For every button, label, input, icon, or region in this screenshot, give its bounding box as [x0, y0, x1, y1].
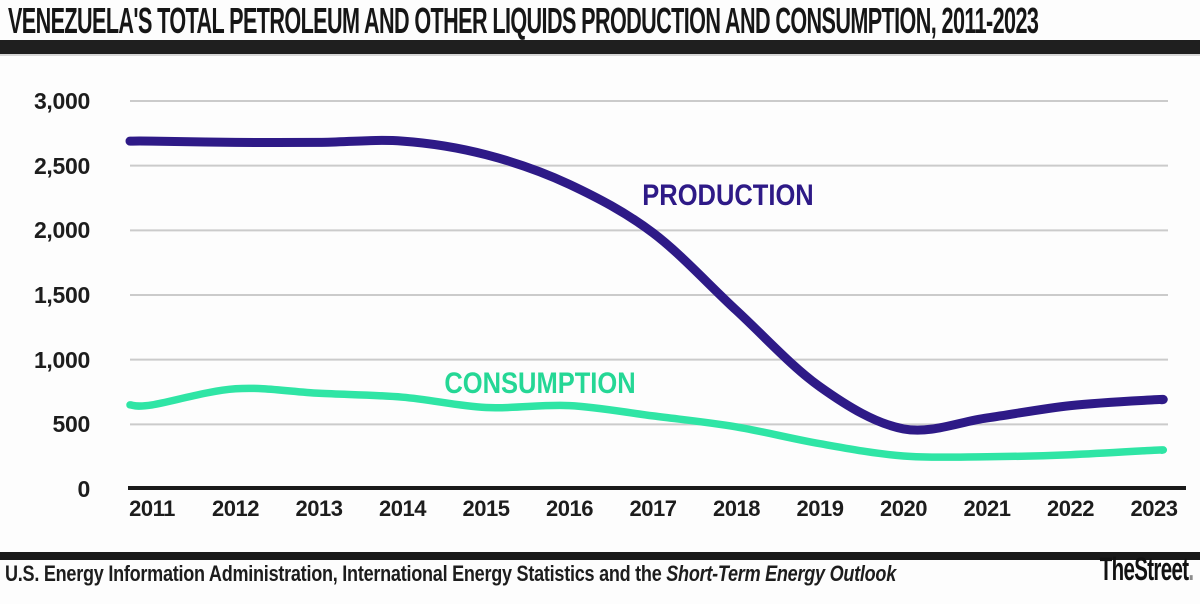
page-title: VENEZUELA'S TOTAL PETROLEUM AND OTHER LI…	[8, 0, 1039, 41]
x-tick-label: 2015	[462, 496, 510, 521]
production-line	[125, 135, 1168, 435]
thestreet-logo-dot: .	[1187, 551, 1194, 587]
x-tick-label: 2023	[1130, 496, 1178, 521]
consumption-series-label: CONSUMPTION	[444, 367, 636, 400]
x-tick-label: 2014	[379, 496, 426, 521]
y-tick-label: 1,500	[33, 282, 90, 308]
y-tick-label: 0	[77, 476, 91, 502]
thestreet-logo: TheStreet.	[1099, 551, 1193, 587]
source-italic-text: Short-Term Energy Outlook	[666, 561, 896, 586]
x-tick-label: 2021	[963, 496, 1011, 521]
header-divider-bar	[0, 40, 1200, 56]
x-tick-label: 2020	[880, 496, 927, 521]
x-tick-label: 2022	[1047, 496, 1094, 521]
x-tick-label: 2018	[713, 496, 760, 521]
source-text: U.S. Energy Information Administration, …	[5, 561, 667, 586]
source-attribution: U.S. Energy Information Administration, …	[5, 561, 896, 587]
y-tick-label: 3,000	[33, 88, 90, 114]
x-tick-label: 2016	[546, 496, 593, 521]
x-tick-label: 2017	[629, 496, 677, 521]
x-tick-label: 2012	[212, 496, 259, 521]
y-tick-label: 2,500	[33, 152, 90, 179]
y-tick-label: 500	[52, 411, 91, 438]
x-tick-label: 2019	[796, 496, 844, 521]
x-tick-label: 2013	[295, 496, 343, 521]
y-tick-label: 1,000	[33, 346, 90, 373]
footer-divider-bar	[0, 552, 1200, 560]
y-tick-label: 2,000	[33, 217, 90, 244]
thestreet-logo-text: TheStreet	[1099, 551, 1188, 587]
x-tick-label: 2011	[129, 496, 175, 521]
consumption-line	[126, 384, 1167, 462]
production-series-label: PRODUCTION	[642, 179, 814, 212]
